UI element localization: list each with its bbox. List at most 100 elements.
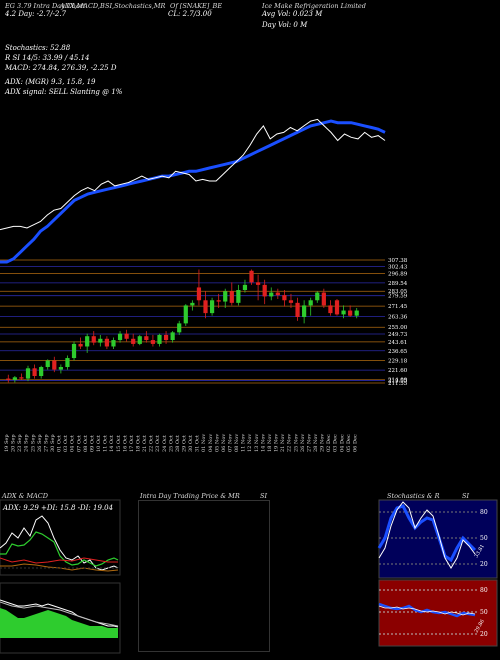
date-label: 06 Nov <box>221 434 227 452</box>
adx-macd-title: ADX & MACD <box>2 492 48 500</box>
header-row2-right: Avg Vol: 0.023 M <box>262 10 323 18</box>
date-label: 28 Nov <box>313 434 319 452</box>
price-label: 302.43 <box>388 264 408 270</box>
header-col4: Ice Make Refrigeration Limited <box>262 2 366 10</box>
date-label: 21 Nov <box>280 434 286 452</box>
candle-body <box>157 334 162 344</box>
adx-macd-panel: ADX & MACD ADX: 9.29 +DI: 15.8 -DI: 19.0… <box>0 488 125 660</box>
date-label: 05 Dec <box>346 434 352 452</box>
stochastics-readout: Stochastics: 52.88 <box>5 44 71 52</box>
candle-body <box>262 284 267 297</box>
date-label: 14 Oct <box>109 435 115 452</box>
date-label: 08 Nov <box>234 434 240 452</box>
price-label: 213.55 <box>388 378 408 384</box>
candle-body <box>32 368 37 377</box>
candle-body <box>71 343 77 359</box>
candle-body <box>288 300 294 303</box>
stoch-rsi-svg: 80 50 20 33.81 80 50 20 29.86 <box>377 499 498 647</box>
candle-body <box>52 360 57 370</box>
date-label: 05 Nov <box>214 434 220 452</box>
date-label: 12 Nov <box>247 434 253 452</box>
candle-body <box>209 300 215 314</box>
rsi-level-20: 20 <box>480 631 488 638</box>
date-label: 22 Oct <box>149 435 155 452</box>
stoch-level-80: 80 <box>480 509 488 516</box>
price-label: 307.38 <box>388 258 408 264</box>
macd-readout: MACD: 274.84, 276.39, -2.25 D <box>5 64 117 72</box>
date-label: 30 Oct <box>188 435 194 452</box>
price-label: 243.61 <box>388 340 407 346</box>
candle-body <box>111 340 116 347</box>
candle-body <box>91 336 96 343</box>
candle-body <box>58 367 63 370</box>
candle-body <box>315 292 320 301</box>
header-row2-left: 4.2 Day: -2.7/-2.7 <box>5 10 67 18</box>
candlesticks <box>6 269 359 383</box>
candle-body <box>255 282 261 285</box>
candle-body <box>282 295 287 301</box>
date-label: 29 Oct <box>182 435 188 452</box>
intraday-title: Intra Day Trading Price & MR <box>140 492 240 500</box>
date-label: 28 Oct <box>175 435 181 452</box>
price-label: 229.18 <box>388 358 408 364</box>
price-label: 271.45 <box>388 304 408 310</box>
date-label: 24 Sep <box>24 434 30 452</box>
date-label: 19 Nov <box>274 434 280 452</box>
date-label: 26 Nov <box>300 434 306 452</box>
price-label: 283.05 <box>388 289 408 295</box>
candle-body <box>229 291 234 303</box>
date-label: 17 Oct <box>129 435 135 452</box>
date-label: 16 Oct <box>122 435 128 452</box>
candle-body <box>334 300 340 315</box>
date-label: 22 Nov <box>287 434 293 452</box>
price-label: 279.59 <box>388 294 408 300</box>
date-label: 23 Sep <box>17 434 23 452</box>
candle-body <box>196 287 202 301</box>
rsi-readout: R SI 14/5: 33.99 / 45.14 <box>5 54 90 62</box>
candle-body <box>137 336 142 344</box>
date-label: 25 Oct <box>168 435 174 452</box>
stoch-title: Stochastics & R <box>387 492 440 500</box>
candle-body <box>6 378 11 380</box>
adx-values: ADX: 9.29 +DI: 15.8 -DI: 19.04 <box>2 504 113 512</box>
date-label: 13 Nov <box>254 434 260 452</box>
date-label: 04 Oct <box>70 435 76 452</box>
candle-body <box>131 338 136 344</box>
candle-body <box>65 358 70 368</box>
header-col3: Of [SNAKE]_BE <box>170 2 223 10</box>
date-label: 14 Nov <box>260 434 266 452</box>
candle-body <box>144 336 149 341</box>
candle-body <box>223 291 228 302</box>
candle-body <box>19 377 24 379</box>
candle-body <box>321 292 326 306</box>
intraday-chart-area <box>138 500 270 652</box>
date-label: 27 Nov <box>306 434 312 452</box>
date-label: 27 Sep <box>43 434 49 452</box>
candle-body <box>236 290 241 303</box>
stoch-rsi-panel: Stochastics & R SI 80 50 20 33.81 80 50 … <box>377 488 500 660</box>
candle-body <box>25 368 31 379</box>
candle-body <box>85 336 90 347</box>
date-label: 04 Dec <box>339 434 345 452</box>
candle-body <box>177 323 182 333</box>
date-label: 20 Sep <box>11 434 17 452</box>
candle-body <box>354 310 359 316</box>
candle-body <box>190 302 195 306</box>
candle-body <box>150 340 156 344</box>
date-label: 11 Nov <box>241 434 247 452</box>
price-label: 211.55 <box>388 381 408 387</box>
date-label: 29 Nov <box>320 434 326 452</box>
stoch-level-50: 50 <box>480 535 488 542</box>
intraday-title-right: SI <box>260 492 268 500</box>
adx-macd-svg: ADX: 9.29 +DI: 15.8 -DI: 19.04 <box>0 499 121 654</box>
header-col1b: ADX,MACD,B <box>60 2 105 10</box>
date-label: 02 Dec <box>326 434 332 452</box>
candle-body <box>39 367 44 377</box>
ma-line <box>0 119 386 264</box>
candle-body <box>12 377 17 380</box>
header-row2-mid: CL: 2.7/3.00 <box>168 10 212 18</box>
candle-body <box>104 338 110 347</box>
candle-body <box>124 333 129 339</box>
date-label: 23 Oct <box>155 435 161 452</box>
